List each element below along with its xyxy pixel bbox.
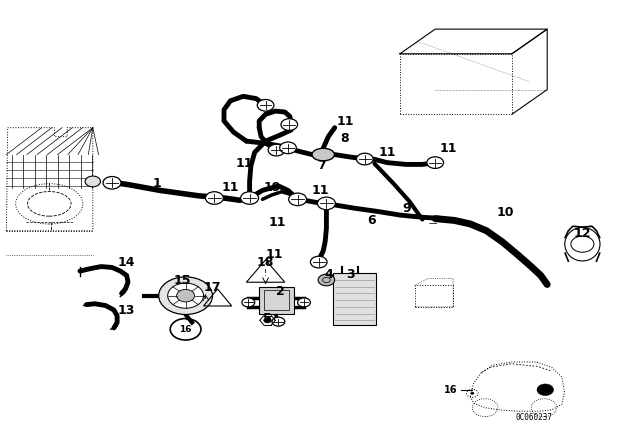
Text: 0C060237: 0C060237 <box>516 413 553 422</box>
Circle shape <box>103 177 121 189</box>
Text: 11: 11 <box>268 216 286 229</box>
Text: 4: 4 <box>324 267 333 281</box>
Text: 7: 7 <box>317 159 326 172</box>
Text: 1: 1 <box>152 177 161 190</box>
Text: 11: 11 <box>439 142 457 155</box>
Ellipse shape <box>312 148 334 161</box>
Text: 5: 5 <box>263 311 272 325</box>
Bar <box>264 290 289 310</box>
Circle shape <box>356 153 373 165</box>
Circle shape <box>317 197 335 210</box>
Circle shape <box>177 289 195 302</box>
Text: 11: 11 <box>265 248 283 261</box>
Text: 15: 15 <box>173 273 191 287</box>
Text: 17: 17 <box>204 281 221 294</box>
Circle shape <box>159 277 212 314</box>
Text: 11: 11 <box>311 184 329 197</box>
Circle shape <box>280 142 296 154</box>
Circle shape <box>264 318 271 323</box>
Bar <box>415 285 453 307</box>
Circle shape <box>537 384 554 396</box>
Circle shape <box>289 193 307 206</box>
Circle shape <box>257 99 274 111</box>
Circle shape <box>281 119 298 130</box>
Text: 11: 11 <box>337 115 355 129</box>
Text: 12: 12 <box>573 227 591 241</box>
Text: !: ! <box>264 269 268 278</box>
Text: 10: 10 <box>497 206 515 220</box>
Text: 3: 3 <box>346 267 355 281</box>
Circle shape <box>427 157 444 168</box>
Bar <box>259 287 294 314</box>
Text: 11: 11 <box>221 181 239 194</box>
Text: 9: 9 <box>402 202 411 215</box>
Text: 11: 11 <box>378 146 396 159</box>
Circle shape <box>241 192 259 204</box>
Text: 18: 18 <box>257 255 275 269</box>
Text: 13: 13 <box>118 303 136 317</box>
Circle shape <box>470 392 474 395</box>
Circle shape <box>318 274 335 286</box>
Circle shape <box>85 176 100 187</box>
Text: 6: 6 <box>367 214 376 227</box>
Text: —: — <box>429 220 437 228</box>
Circle shape <box>268 144 285 156</box>
Text: 11: 11 <box>236 157 253 170</box>
Text: 2: 2 <box>276 284 285 298</box>
Circle shape <box>310 256 327 268</box>
Text: 16: 16 <box>444 385 458 395</box>
Circle shape <box>272 317 285 326</box>
Circle shape <box>205 192 223 204</box>
Bar <box>333 273 376 325</box>
Text: 16: 16 <box>179 325 192 334</box>
Text: 19: 19 <box>263 181 281 194</box>
Circle shape <box>242 298 255 307</box>
Text: 8: 8 <box>340 132 349 146</box>
Text: 14: 14 <box>118 255 136 269</box>
Circle shape <box>168 283 204 308</box>
Circle shape <box>298 298 310 307</box>
